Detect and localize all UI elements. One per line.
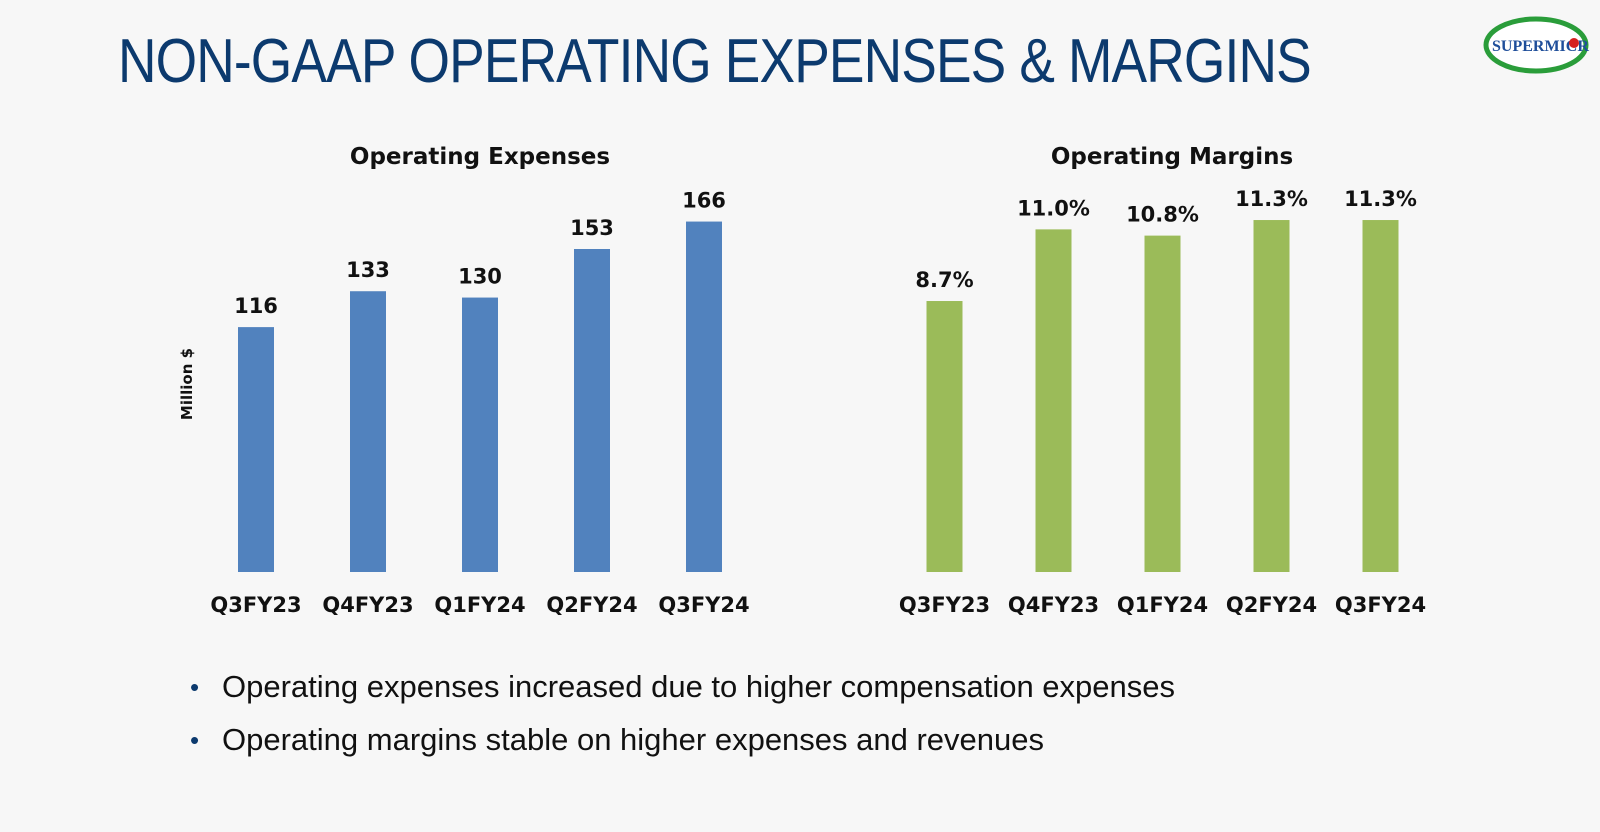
data-label: 130 [458, 265, 502, 289]
bar [1035, 229, 1072, 572]
bar [1362, 220, 1399, 573]
bar [462, 297, 498, 572]
data-label: 166 [682, 189, 726, 213]
bullet-text: Operating expenses increased due to high… [222, 669, 1176, 704]
data-label: 10.8% [1126, 203, 1199, 227]
chart-title: Operating Expenses [350, 144, 610, 170]
x-tick-label: Q4FY23 [322, 593, 413, 617]
bullet-dot-icon: • [190, 672, 200, 702]
x-tick-label: Q2FY24 [546, 593, 637, 617]
bullet-item: • Operating expenses increased due to hig… [190, 668, 1175, 721]
y-axis-label: Million $ [178, 348, 196, 420]
operating-margins-chart: Operating Margins 8.7% Q3FY23 11.0% Q4FY23 10… [899, 144, 1426, 617]
bullet-list: • Operating expenses increased due to hig… [190, 668, 1175, 774]
supermicro-logo: SUPERMICR [1482, 14, 1592, 81]
x-tick-label: Q3FY24 [658, 593, 749, 617]
bar [686, 221, 722, 573]
x-tick-label: Q4FY23 [1008, 593, 1099, 617]
data-label: 116 [234, 294, 278, 318]
x-tick-label: Q3FY24 [1335, 593, 1426, 617]
data-label: 133 [346, 258, 390, 282]
bullet-text: Operating margins stable on higher expen… [222, 722, 1045, 757]
data-label: 11.3% [1235, 187, 1308, 211]
bar [238, 327, 274, 572]
slide-title: NON-GAAP OPERATING EXPENSES & MARGINS [118, 27, 1312, 96]
bar [1253, 220, 1290, 573]
bar [350, 291, 386, 572]
x-tick-label: Q3FY23 [210, 593, 301, 617]
operating-expenses-chart: Operating Expenses Million $ 116 Q3FY23 133 Q… [178, 144, 750, 617]
x-tick-label: Q1FY24 [1117, 593, 1208, 617]
bullet-dot-icon: • [190, 725, 200, 755]
bar [926, 301, 963, 572]
bar [1144, 235, 1181, 572]
data-label: 11.0% [1017, 196, 1090, 220]
data-label: 8.7% [915, 268, 973, 292]
bar [574, 249, 610, 572]
x-tick-label: Q2FY24 [1226, 593, 1317, 617]
data-label: 153 [570, 216, 614, 240]
x-tick-label: Q3FY23 [899, 593, 990, 617]
x-tick-label: Q1FY24 [434, 593, 525, 617]
data-label: 11.3% [1344, 187, 1417, 211]
bullet-item: • Operating margins stable on higher expe… [190, 721, 1175, 774]
chart-title: Operating Margins [1051, 144, 1293, 170]
svg-text:SUPERMICR: SUPERMICR [1492, 38, 1589, 55]
